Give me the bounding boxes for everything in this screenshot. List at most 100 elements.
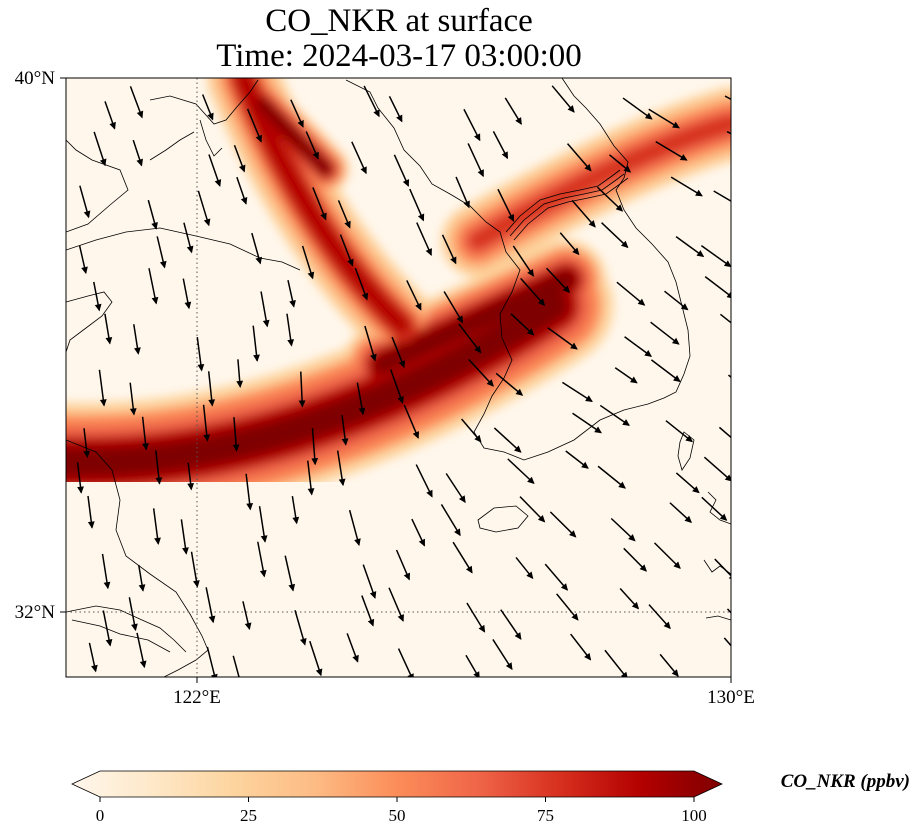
wind-arrow-shaft — [309, 640, 322, 676]
wind-arrow-head — [292, 516, 300, 525]
wind-arrow-head — [240, 197, 248, 205]
wind-arrow-head — [184, 301, 192, 310]
wind-arrow-shaft — [500, 609, 522, 640]
wind-arrow-head — [680, 303, 689, 311]
wind-arrow-shaft — [468, 358, 494, 387]
wind-arrow-shaft — [364, 325, 376, 361]
wind-arrow-shaft — [653, 542, 681, 569]
wind-arrow-head — [684, 515, 693, 523]
wind-arrow-shaft — [102, 610, 111, 646]
wind-arrow-head — [637, 298, 646, 306]
wind-arrow-head — [138, 584, 146, 592]
colorbar-tick-label: 25 — [240, 806, 257, 825]
wind-arrow-head — [620, 671, 628, 677]
wind-arrow-head — [403, 572, 411, 581]
wind-arrow-head — [360, 166, 367, 175]
wind-arrow-shaft — [723, 637, 731, 647]
wind-arrow-head — [463, 200, 470, 209]
wind-arrow-head — [477, 169, 484, 178]
wind-arrow-head — [505, 662, 513, 671]
wind-arrow-head — [99, 158, 107, 167]
wind-arrow-head — [671, 337, 680, 345]
wind-arrow-shaft — [458, 323, 482, 353]
wind-arrow-shaft — [148, 268, 157, 304]
wind-arrow-shaft — [205, 587, 214, 623]
wind-arrow-head — [338, 478, 346, 487]
wind-arrow-head — [259, 569, 267, 578]
wind-arrow-head — [671, 669, 679, 677]
wind-arrow-shaft — [549, 511, 577, 538]
title-time: Time: 2024-03-17 03:00:00 — [216, 38, 582, 74]
wind-arrow-head — [629, 376, 638, 384]
plume-band — [468, 114, 731, 250]
wind-arrow-head — [94, 303, 102, 312]
wind-arrow-head — [418, 538, 425, 547]
wind-arrow-head — [354, 538, 361, 546]
wind-arrow-head — [417, 213, 425, 222]
wind-arrow-head — [726, 291, 731, 299]
wind-arrow-head — [692, 486, 700, 494]
colorbar-tick-label: 100 — [681, 806, 707, 825]
colorbar-tick-label: 50 — [389, 806, 406, 825]
wind-arrow-head — [207, 112, 214, 121]
wind-arrow-shaft — [197, 190, 210, 226]
wind-arrow-head — [454, 528, 461, 537]
wind-arrow-head — [320, 212, 327, 221]
wind-arrow-shaft — [703, 456, 731, 482]
wind-arrow-head — [91, 664, 98, 673]
wind-arrow-head — [197, 364, 205, 372]
wind-arrow-head — [581, 461, 589, 469]
wind-arrow-head — [474, 345, 482, 354]
wind-arrow-head — [312, 151, 319, 160]
coastline-liaodong — [149, 79, 259, 161]
wind-arrow-head — [526, 328, 535, 336]
wind-arrow-head — [134, 347, 141, 355]
wind-arrow-head — [244, 622, 252, 631]
coastline-tsushima — [677, 431, 695, 471]
wind-arrow-head — [572, 247, 580, 256]
map-title: CO_NKR at surface Time: 2024-03-17 03:00… — [66, 4, 732, 74]
wind-arrow-head — [527, 476, 535, 485]
wind-arrow-shaft — [440, 504, 461, 536]
wind-arrow-shaft — [520, 277, 545, 306]
wind-arrow-head — [155, 477, 163, 485]
wind-vectors — [76, 85, 758, 677]
coastline-jiangsu — [66, 439, 209, 677]
wind-arrow-head — [685, 435, 693, 443]
wind-arrow-head — [361, 292, 369, 301]
wind-arrow-head — [719, 513, 728, 521]
wind-arrow-shaft — [98, 369, 105, 406]
wind-arrow-shaft — [726, 130, 731, 135]
wind-arrow-head — [733, 201, 739, 206]
wind-arrow-head — [412, 431, 420, 439]
wind-arrow-head — [109, 121, 116, 130]
border-dmz — [505, 169, 629, 241]
wind-arrow-shaft — [284, 555, 294, 591]
wind-arrow-shaft — [650, 359, 681, 382]
wind-arrow-shaft — [416, 222, 432, 256]
wind-arrow-head — [397, 396, 404, 404]
wind-arrow-head — [644, 112, 653, 120]
wind-arrow-head — [260, 535, 268, 543]
wind-arrow-shaft — [152, 508, 160, 544]
lat-label-40: 40°N — [15, 68, 56, 89]
coastline-jeju — [477, 505, 529, 533]
wind-arrow-shaft — [604, 649, 628, 677]
wind-arrow-head — [299, 637, 307, 646]
wind-arrow-head — [129, 408, 137, 416]
wind-arrow-head — [588, 220, 596, 228]
wind-arrow-head — [81, 266, 88, 275]
wind-arrow-head — [752, 143, 758, 148]
wind-arrow-head — [154, 537, 161, 545]
coastline-china — [66, 139, 301, 353]
wind-arrow-shaft — [718, 426, 731, 439]
wind-arrow-head — [514, 445, 522, 453]
wind-arrow-head — [570, 342, 578, 350]
wind-arrow-head — [425, 248, 432, 256]
wind-arrow-head — [569, 530, 577, 538]
wind-arrow-head — [347, 258, 354, 267]
wind-arrow-head — [139, 660, 147, 669]
wind-arrow-head — [402, 179, 410, 187]
map-panel — [66, 78, 758, 677]
colorbar: 0 25 50 75 100 CO_NKR (ppbv) — [71, 770, 910, 825]
